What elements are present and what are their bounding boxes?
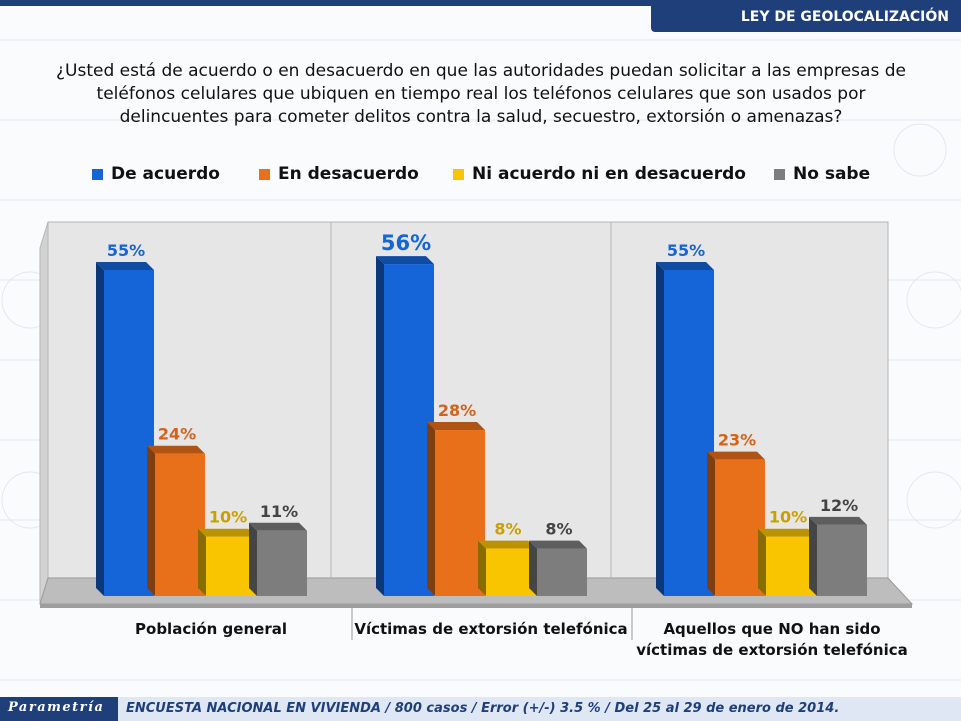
question-line-3: delincuentes para cometer delitos contra… xyxy=(119,107,843,127)
category-label: víctimas de extorsión telefónica xyxy=(636,641,907,659)
bar-top xyxy=(249,522,307,531)
bar xyxy=(155,453,205,596)
legend-swatch xyxy=(453,168,464,180)
question-line-1: ¿Usted está de acuerdo o en desacuerdo e… xyxy=(56,61,906,81)
legend-item-de-acuerdo: De acuerdo xyxy=(92,160,220,188)
top-bar xyxy=(0,0,961,6)
legend-swatch xyxy=(259,168,270,180)
bar xyxy=(664,270,714,596)
legend-swatch xyxy=(774,168,785,180)
bar xyxy=(384,264,434,596)
legend-item-ni-acuerdo: Ni acuerdo ni en desacuerdo xyxy=(453,160,746,188)
bar-value-label: 8% xyxy=(494,520,521,539)
bar-side xyxy=(198,528,206,596)
legend-item-no-sabe: No sabe xyxy=(774,160,870,188)
bar-value-label: 56% xyxy=(381,231,431,255)
bar xyxy=(537,548,587,596)
bar xyxy=(715,459,765,596)
bar-value-label: 24% xyxy=(158,425,196,444)
legend-swatch xyxy=(92,168,103,180)
bar-value-label: 12% xyxy=(820,496,858,515)
bar-side xyxy=(427,422,435,596)
bar xyxy=(206,536,256,596)
bar-side xyxy=(96,262,104,596)
bar-value-label: 10% xyxy=(209,508,247,527)
bar xyxy=(817,524,867,596)
brand-logo: Parametría xyxy=(0,697,118,721)
bar-side xyxy=(249,522,257,596)
legend-label: En desacuerdo xyxy=(278,164,419,184)
legend-label: De acuerdo xyxy=(111,164,220,184)
bar-top xyxy=(707,451,765,460)
bar xyxy=(766,536,816,596)
bar-top xyxy=(656,262,714,270)
bar-top xyxy=(96,262,154,270)
survey-question: ¿Usted está de acuerdo o en desacuerdo e… xyxy=(30,60,932,129)
bar-side xyxy=(707,451,715,596)
bar-top xyxy=(529,540,587,549)
category-label: Población general xyxy=(135,620,287,638)
bar xyxy=(486,548,536,596)
bar-top xyxy=(478,540,536,549)
bar-value-label: 55% xyxy=(667,241,705,260)
bar-value-label: 28% xyxy=(438,401,476,420)
bar-top xyxy=(198,528,256,537)
bar xyxy=(435,430,485,596)
bar-value-label: 8% xyxy=(545,520,572,539)
bar-chart: 55% 56% 55% 24% 28% 23% 10% 8% 10% 11% 8% 12% Poblac… xyxy=(39,221,914,659)
bar-top xyxy=(758,528,816,537)
survey-note: ENCUESTA NACIONAL EN VIVIENDA / 800 caso… xyxy=(126,701,840,716)
bar-top xyxy=(427,422,485,431)
legend-item-en-desacuerdo: En desacuerdo xyxy=(259,160,419,188)
chart-floor-edge xyxy=(40,604,912,608)
bar-side xyxy=(809,516,817,596)
bar-value-label: 23% xyxy=(718,431,756,450)
bar-side xyxy=(758,528,766,596)
bar-side xyxy=(656,262,664,596)
brand-name: Parametría xyxy=(8,700,105,715)
section-tag: LEY DE GEOLOCALIZACIÓN xyxy=(651,6,961,32)
legend-label: Ni acuerdo ni en desacuerdo xyxy=(472,164,746,184)
bar-top xyxy=(147,445,205,454)
legend-label: No sabe xyxy=(793,164,871,184)
bar-value-label: 10% xyxy=(769,508,807,527)
bar-value-label: 55% xyxy=(107,241,145,260)
bar-top xyxy=(376,256,434,265)
bar-side xyxy=(478,540,486,596)
section-tag-label: LEY DE GEOLOCALIZACIÓN xyxy=(740,9,949,25)
chart-side-wall xyxy=(39,221,49,605)
bar xyxy=(257,530,307,596)
bar-value-label: 11% xyxy=(260,502,298,521)
category-label: Aquellos que NO han sido xyxy=(663,620,880,638)
footer-bar: Parametría ENCUESTA NACIONAL EN VIVIENDA… xyxy=(0,697,961,721)
bar-side xyxy=(147,445,155,596)
chart-legend: De acuerdo En desacuerdo Ni acuerdo ni e… xyxy=(0,160,961,188)
bar xyxy=(104,270,154,596)
bar-side xyxy=(376,256,384,596)
question-line-2: teléfonos celulares que ubiquen en tiemp… xyxy=(96,84,866,104)
bar-top xyxy=(809,516,867,525)
bar-side xyxy=(529,540,537,596)
category-label: Víctimas de extorsión telefónica xyxy=(354,620,627,638)
